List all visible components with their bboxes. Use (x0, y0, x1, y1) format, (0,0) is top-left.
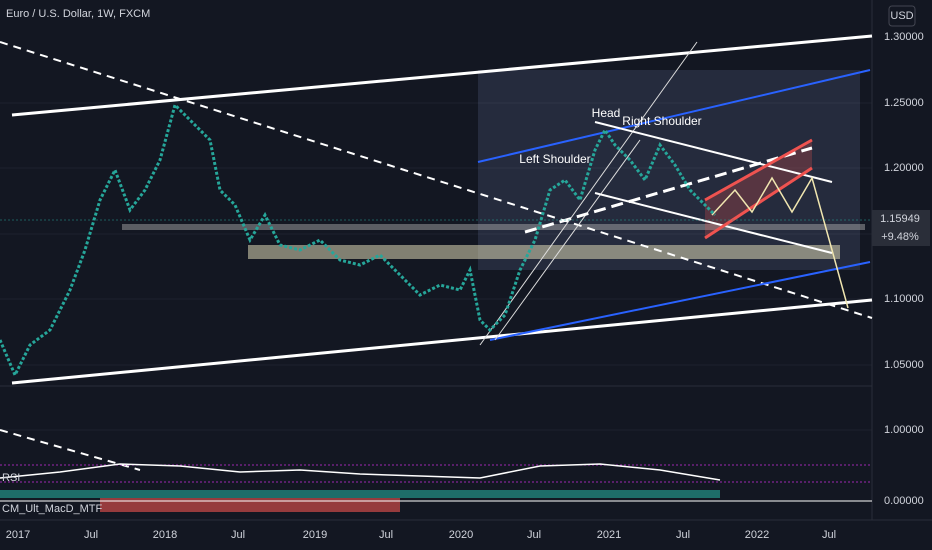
time-label: Jul (676, 529, 690, 541)
time-label: 2017 (6, 529, 30, 541)
annotation: Head (592, 106, 621, 120)
channel-line (479, 41, 698, 346)
macd-histogram (0, 490, 720, 498)
time-label: Jul (84, 529, 98, 541)
price-tag (872, 210, 930, 246)
neckline (524, 146, 813, 234)
rsi-line (0, 463, 721, 481)
price-label: 1.00000 (884, 424, 924, 436)
time-label: 2021 (597, 529, 621, 541)
currency[interactable]: USD (890, 10, 913, 22)
neckline (594, 121, 833, 183)
support-zone (122, 224, 865, 230)
channel-line (11, 298, 873, 385)
macd-histogram (100, 498, 400, 512)
currency-button[interactable] (888, 5, 916, 27)
support-zone (248, 245, 840, 259)
time-label: 2018 (153, 529, 177, 541)
indicator-label: RSI (2, 472, 20, 484)
projection (711, 176, 849, 309)
price-tag-change: +9.48% (881, 231, 919, 243)
price-label: 0.00000 (884, 495, 924, 507)
channel-line (489, 261, 871, 341)
channel-line (494, 139, 641, 341)
flag-line (704, 138, 813, 202)
annotation: Left Shoulder (519, 152, 590, 166)
neckline (594, 192, 833, 254)
time-label: 2019 (303, 529, 327, 541)
price-label: 1.05000 (884, 359, 924, 371)
time-label: Jul (527, 529, 541, 541)
pattern-zone (478, 70, 860, 270)
flag-line (704, 166, 813, 240)
indicator-label: CM_Ult_MacD_MTF (2, 503, 103, 515)
price-label: 1.10000 (884, 293, 924, 305)
time-label: Jul (379, 529, 393, 541)
price-tag-price: 1.15949 (880, 213, 920, 225)
annotation: Right Shoulder (622, 114, 701, 128)
price-label: 1.25000 (884, 97, 924, 109)
channel-line (11, 34, 873, 117)
time-label: 2022 (745, 529, 769, 541)
time-label: 2020 (449, 529, 473, 541)
price-label: 1.20000 (884, 162, 924, 174)
chart-title: Euro / U.S. Dollar, 1W, FXCM (6, 8, 150, 20)
flag (705, 140, 812, 238)
trend-line (0, 41, 873, 319)
trend-line (0, 429, 141, 471)
price-label: 1.30000 (884, 31, 924, 43)
time-label: Jul (231, 529, 245, 541)
time-label: Jul (822, 529, 836, 541)
channel-line (477, 69, 871, 163)
